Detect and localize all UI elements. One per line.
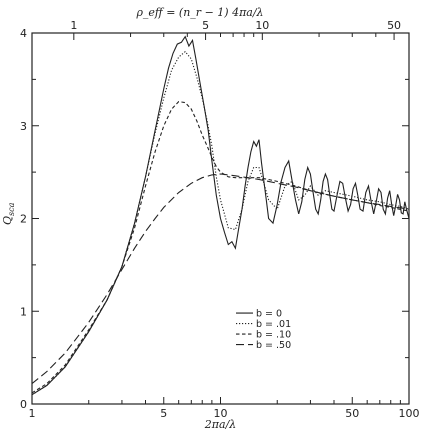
y-tick-label: 1 [20,305,27,318]
legend-label-3: b = .50 [256,340,291,351]
y-tick-label: 3 [20,120,27,133]
plot-layer [31,35,410,396]
series-line-0 [31,35,410,396]
y-tick-label: 2 [20,213,27,226]
top-tick-label: 10 [255,19,269,32]
legend-label-2: b = .10 [256,330,291,341]
series-line-1 [31,50,410,396]
x-axis-label: 2πa/λ [204,418,236,429]
x-tick-label: 1 [29,407,36,420]
legend-label-0: b = 0 [256,309,282,320]
y-tick-label: 4 [20,27,27,40]
y-tick-label: 0 [20,398,27,411]
top-tick-label: 50 [387,19,401,32]
top-tick-label: 5 [202,19,209,32]
x-tick-label: 5 [160,407,167,420]
top-tick-label: 1 [70,19,77,32]
top-axis-label: ρ_eff = (n_r − 1) 4πa/λ [135,6,263,19]
series-line-2 [31,101,410,394]
x-tick-label: 100 [399,407,420,420]
legend: b = 0b = .01b = .10b = .50 [236,309,291,351]
series-line-3 [31,173,410,385]
legend-label-1: b = .01 [256,319,291,330]
y-axis-label: Qsca [1,202,16,225]
x-tick-label: 10 [214,407,228,420]
x-tick-label: 50 [345,407,359,420]
